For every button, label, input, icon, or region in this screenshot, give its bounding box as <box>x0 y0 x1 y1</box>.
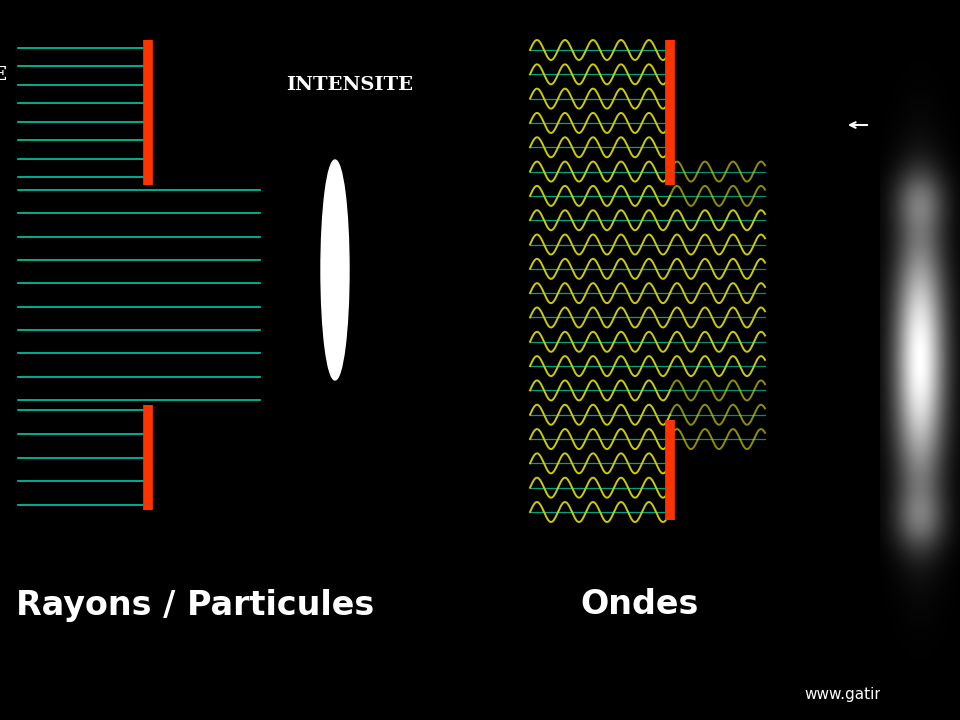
Ellipse shape <box>321 160 349 380</box>
Text: Ondes: Ondes <box>581 588 699 621</box>
Text: INTENSITE: INTENSITE <box>286 76 414 94</box>
Text: INTENSITE: INTENSITE <box>0 66 7 84</box>
Text: Rayons / Particules: Rayons / Particules <box>16 588 374 621</box>
Text: www.gatinel.com: www.gatinel.com <box>804 688 936 703</box>
